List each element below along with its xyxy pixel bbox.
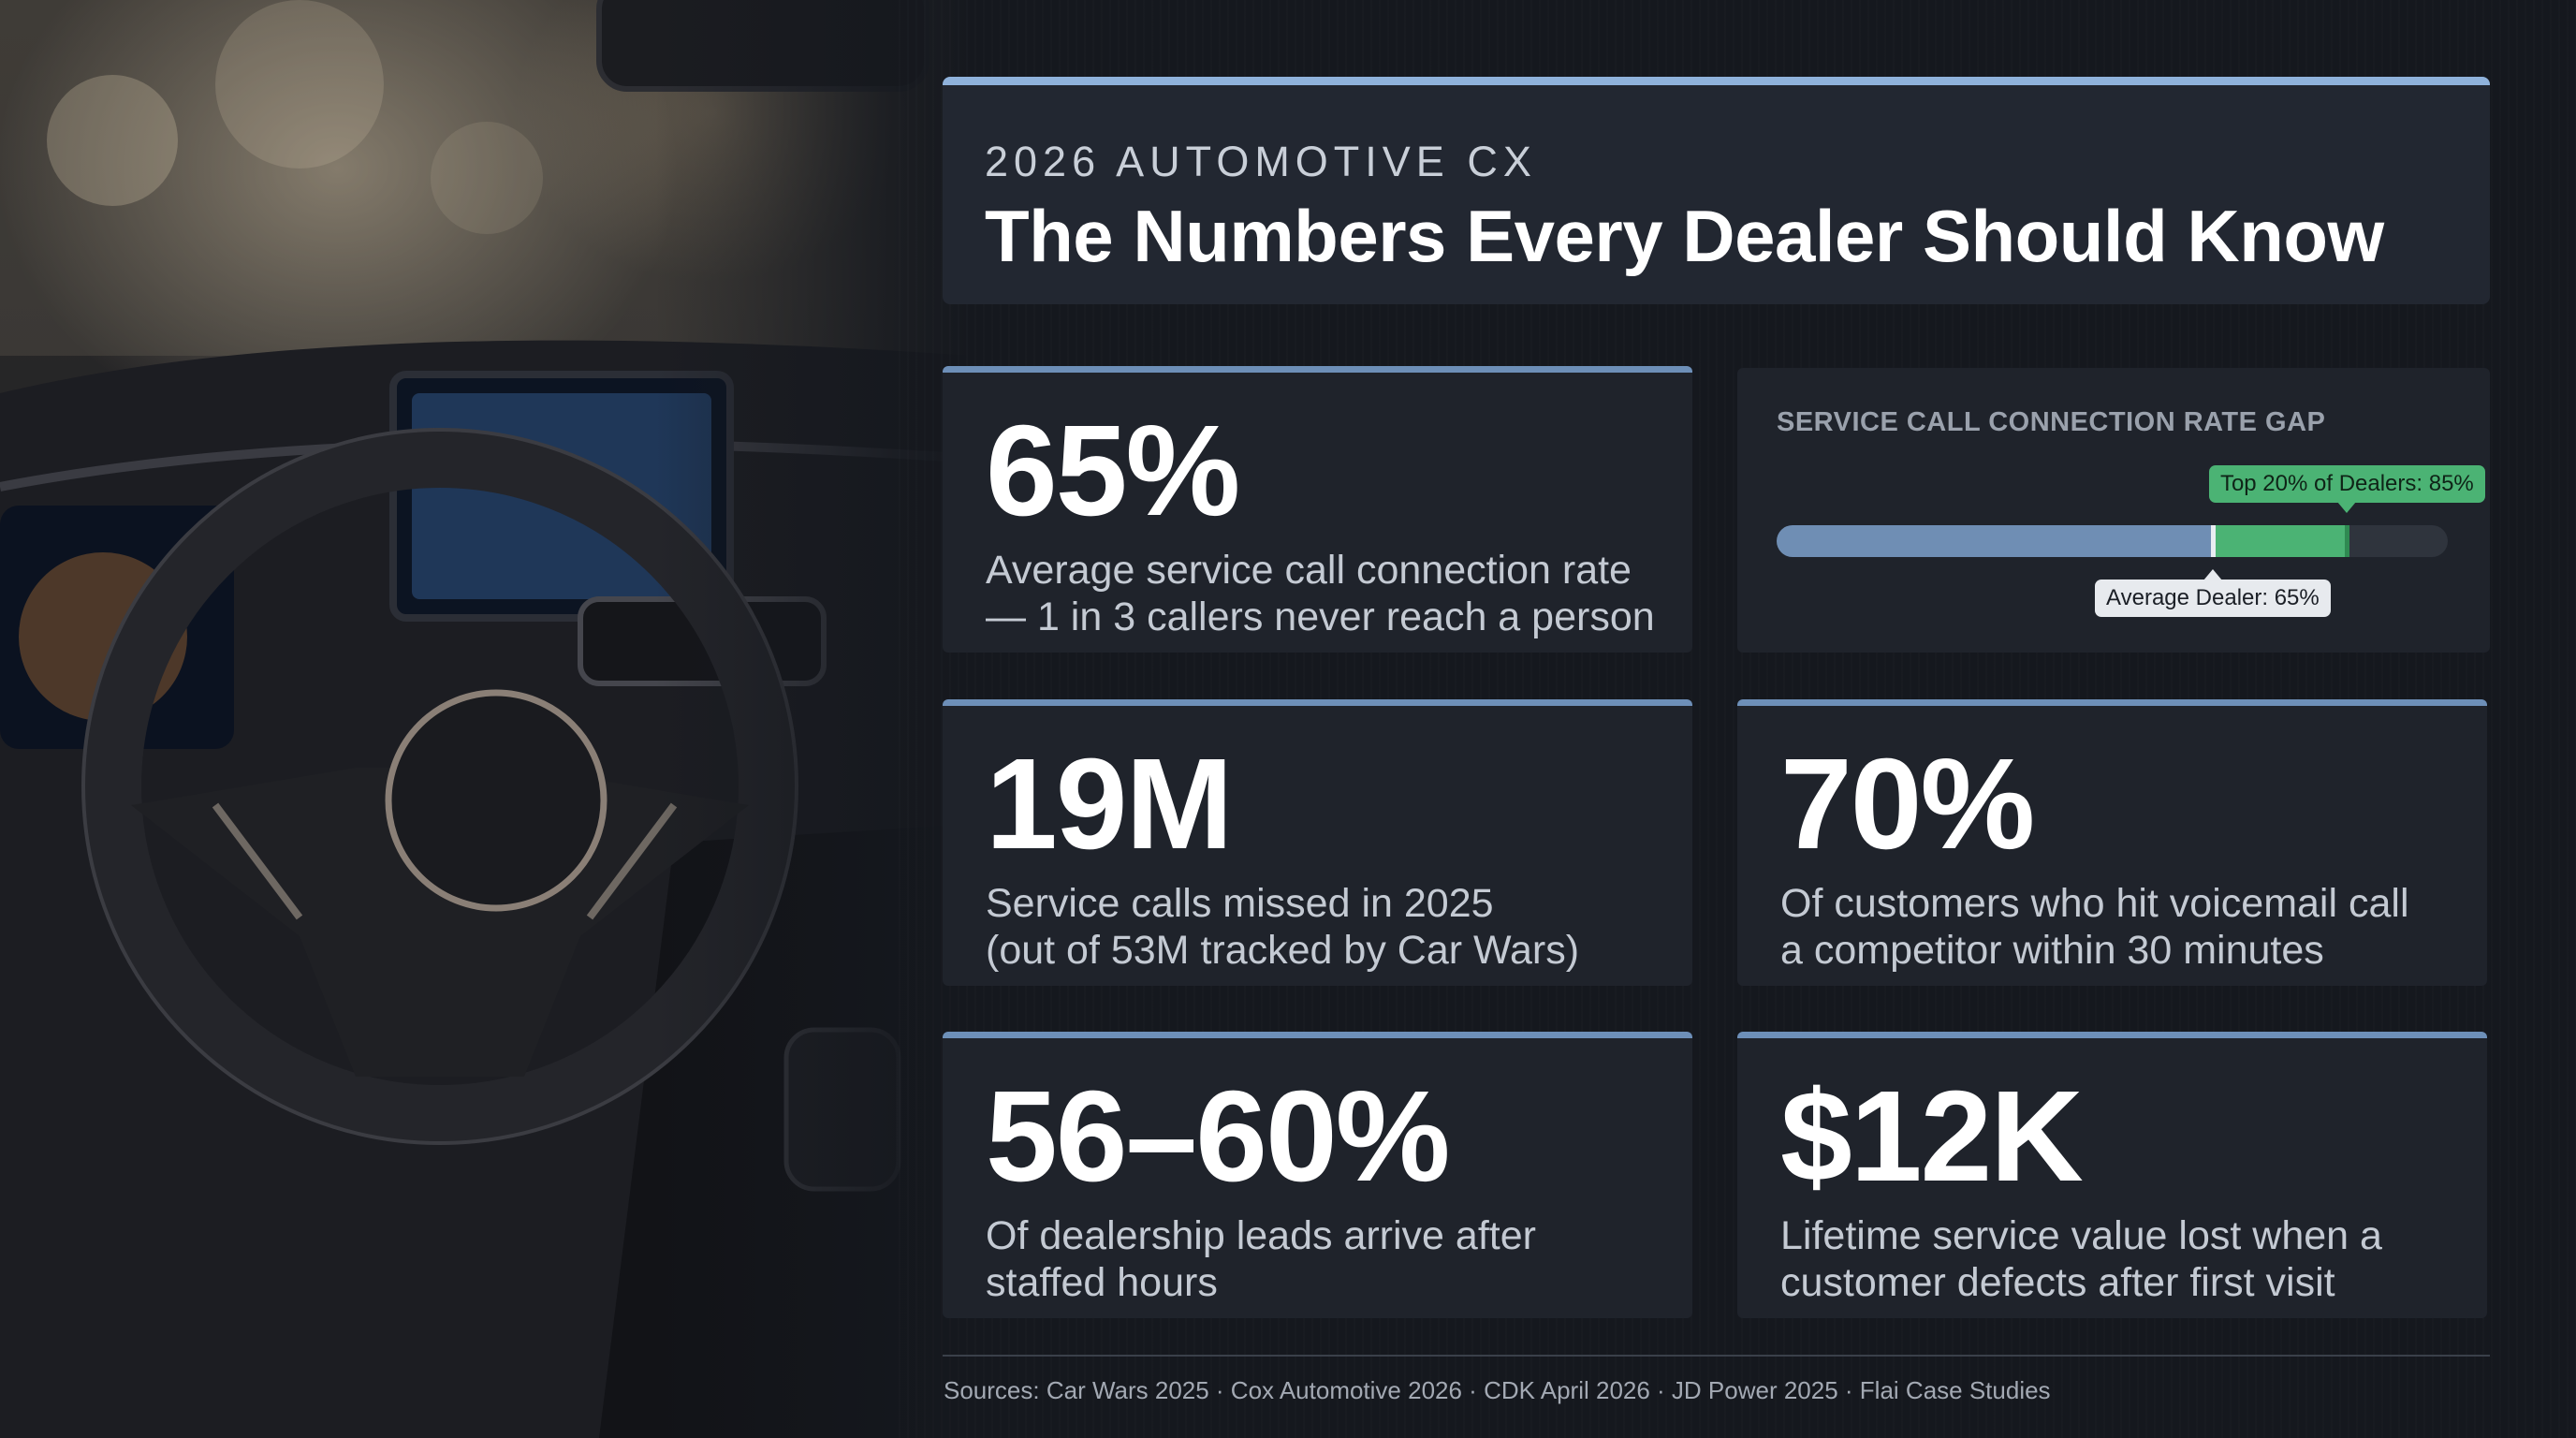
average-dealer-bar (1777, 525, 2214, 557)
stat-description: Service calls missed in 2025 (out of 53M… (986, 880, 1692, 974)
stat-card-connection-rate: 65% Average service call connection rate… (943, 366, 1692, 653)
stat-value: 70% (1780, 732, 2035, 876)
average-dealer-label: Average Dealer: 65% (2095, 569, 2331, 617)
stat-description: Of dealership leads arrive after staffed… (986, 1212, 1692, 1306)
top-dealers-bar (2213, 525, 2348, 557)
stat-card-lifetime-value: $12K Lifetime service value lost when a … (1737, 1032, 2487, 1318)
header-card: 2026 AUTOMOTIVE CX The Numbers Every Dea… (943, 77, 2490, 304)
sources-footnote: Sources: Car Wars 2025 · Cox Automotive … (944, 1376, 2051, 1404)
stat-description: Of customers who hit voicemail call a co… (1780, 880, 2487, 974)
stat-description: Average service call connection rate — 1… (986, 547, 1692, 640)
footer-divider (943, 1355, 2490, 1357)
gap-chart-card: SERVICE CALL CONNECTION RATE GAP Top 20%… (1737, 368, 2490, 653)
stat-description-line: staffed hours (986, 1260, 1218, 1305)
stat-description-line: Lifetime service value lost when a (1780, 1213, 2382, 1258)
stat-description: Lifetime service value lost when a custo… (1780, 1212, 2487, 1306)
page-title: The Numbers Every Dealer Should Know (985, 195, 2384, 277)
stat-description-line: Of customers who hit voicemail call (1780, 881, 2409, 926)
bar-track (1777, 525, 2448, 557)
stat-value: $12K (1780, 1064, 2084, 1209)
stat-description-line: — 1 in 3 callers never reach a person (986, 594, 1655, 639)
top-dealers-label: Top 20% of Dealers: 85% (2208, 465, 2485, 513)
stat-card-voicemail: 70% Of customers who hit voicemail call … (1737, 699, 2487, 986)
top-marker (2345, 525, 2350, 557)
stat-value: 19M (986, 732, 1233, 876)
stat-card-after-hours-leads: 56–60% Of dealership leads arrive after … (943, 1032, 1692, 1318)
stat-description-line: a competitor within 30 minutes (1780, 928, 2324, 973)
stat-description-line: Of dealership leads arrive after (986, 1213, 1536, 1258)
stat-description-line: Average service call connection rate (986, 548, 1632, 593)
stat-description-line: (out of 53M tracked by Car Wars) (986, 928, 1580, 973)
stat-description-line: Service calls missed in 2025 (986, 881, 1494, 926)
eyebrow-label: 2026 AUTOMOTIVE CX (985, 138, 1537, 185)
stat-value: 65% (986, 399, 1240, 543)
stat-value: 56–60% (986, 1064, 1450, 1209)
stat-description-line: customer defects after first visit (1780, 1260, 2335, 1305)
chart-title: SERVICE CALL CONNECTION RATE GAP (1777, 407, 2326, 437)
average-marker (2211, 525, 2217, 557)
stat-card-missed-calls: 19M Service calls missed in 2025 (out of… (943, 699, 1692, 986)
